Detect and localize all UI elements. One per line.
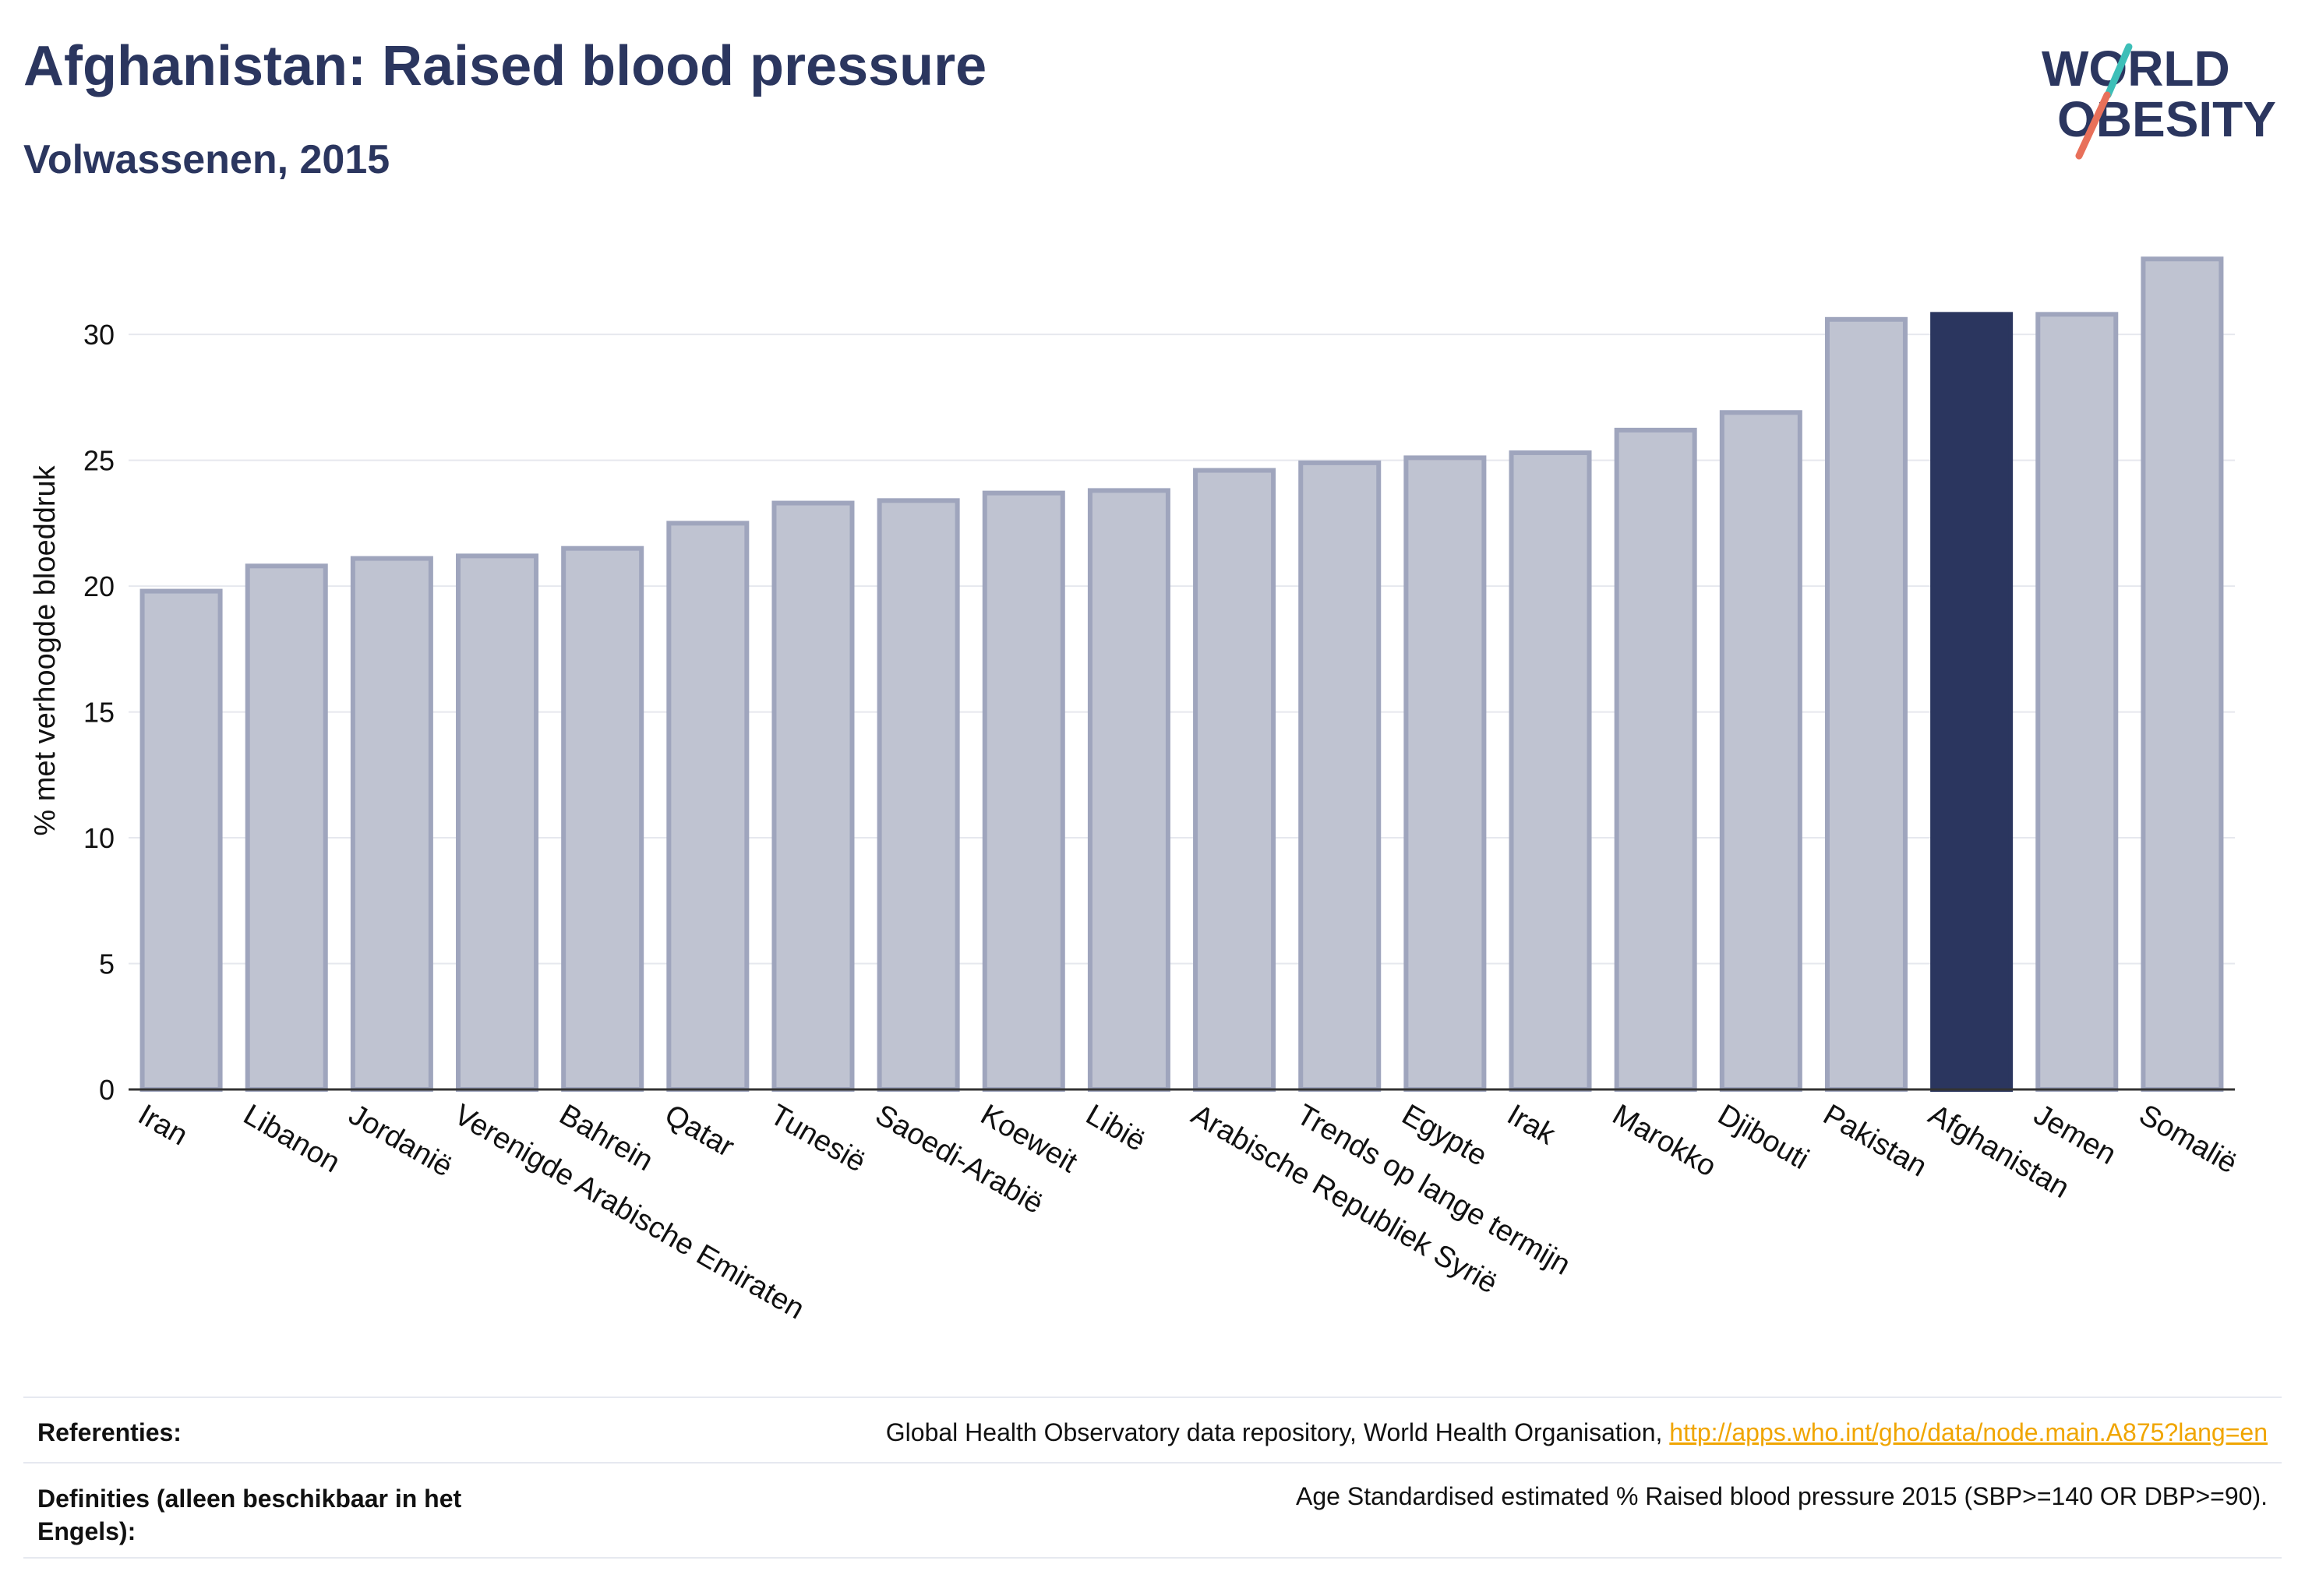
bar-libi-[interactable] <box>1087 488 1170 1092</box>
bar-marokko[interactable] <box>1614 427 1697 1092</box>
bar-arabische-republiek-syri-[interactable] <box>1193 468 1276 1092</box>
y-tick-label: 10 <box>83 822 115 854</box>
bar-afghanistan[interactable] <box>1930 312 2014 1092</box>
bar-koeweit[interactable] <box>982 490 1065 1092</box>
bar-egypte[interactable] <box>1403 455 1487 1092</box>
bar-libanon[interactable] <box>245 563 328 1092</box>
bar-jemen[interactable] <box>2035 312 2119 1092</box>
bar-tunesi-[interactable] <box>771 500 855 1092</box>
x-tick-label: Iran <box>132 1098 193 1152</box>
references-value: Global Health Observatory data repositor… <box>886 1418 2268 1447</box>
bars <box>139 256 2224 1093</box>
bar-saoedi-arabi-[interactable] <box>877 498 960 1092</box>
bar-pakistan[interactable] <box>1824 316 1908 1092</box>
x-tick-label: Libanon <box>238 1098 345 1179</box>
x-tick-label: Somalië <box>2134 1098 2243 1180</box>
bar-bahrein[interactable] <box>561 546 644 1092</box>
x-tick-label: Jordanië <box>343 1098 457 1183</box>
bar-trends-op-lange-termijn[interactable] <box>1298 460 1382 1092</box>
x-tick-label: Irak <box>1502 1098 1562 1152</box>
page-subtitle: Volwassenen, 2015 <box>23 137 390 182</box>
y-tick-label: 20 <box>83 570 115 602</box>
logo-slash-coral <box>2075 91 2111 160</box>
references-link[interactable]: http://apps.who.int/gho/data/node.main.A… <box>1669 1418 2268 1446</box>
definitions-label: Definities (alleen beschikbaar in het En… <box>37 1485 462 1545</box>
x-tick-label: Djibouti <box>1712 1098 1814 1176</box>
references-label: Referenties: <box>37 1418 182 1446</box>
footer-divider-bottom <box>23 1557 2282 1559</box>
x-tick-label: Libië <box>1080 1098 1151 1158</box>
y-tick-label: 15 <box>83 697 115 729</box>
y-tick-label: 30 <box>83 319 115 351</box>
y-tick-label: 25 <box>83 445 115 477</box>
world-obesity-logo[interactable]: WORLD OBESITY <box>2026 31 2291 171</box>
y-axis-label: % met verhoogde bloeddruk <box>29 464 62 835</box>
bar-verenigde-arabische-emiraten[interactable] <box>456 553 539 1092</box>
bar-somali-[interactable] <box>2141 256 2224 1093</box>
footer-divider-top <box>23 1396 2282 1398</box>
axes: 0 5 10 15 20 25 30 <box>83 319 2235 1106</box>
x-tick-label: Qatar <box>659 1098 740 1163</box>
page-title: Afghanistan: Raised blood pressure <box>23 35 987 97</box>
y-tick-label: 5 <box>99 948 115 980</box>
x-tick-label: Tunesië <box>764 1098 871 1178</box>
x-tick-label: Pakistan <box>1817 1098 1932 1183</box>
definitions-value: Age Standardised estimated % Raised bloo… <box>1296 1482 2268 1510</box>
footer-divider-middle <box>23 1462 2282 1464</box>
references-text: Global Health Observatory data repositor… <box>885 1418 1670 1446</box>
x-tick-label: Marokko <box>1607 1098 1721 1183</box>
bar-irak[interactable] <box>1509 450 1592 1092</box>
gridlines <box>129 334 2235 965</box>
logo-slash-teal <box>2104 43 2133 99</box>
logo-line1: WORLD <box>2042 41 2230 97</box>
bar-qatar[interactable] <box>666 521 750 1092</box>
bar-iran[interactable] <box>139 588 223 1092</box>
y-tick-label: 0 <box>99 1074 115 1106</box>
bar-jordani-[interactable] <box>350 556 433 1092</box>
bar-djibouti[interactable] <box>1719 410 1802 1092</box>
